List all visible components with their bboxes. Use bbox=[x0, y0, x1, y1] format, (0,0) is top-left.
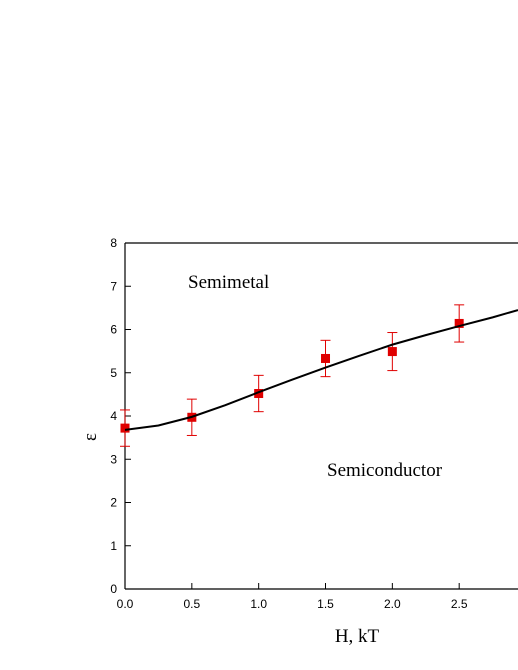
x-tick-label: 0.5 bbox=[183, 597, 200, 611]
y-tick-label: 0 bbox=[110, 582, 117, 596]
y-tick-label: 8 bbox=[110, 236, 117, 250]
fit-line bbox=[124, 309, 518, 431]
annotation: Semiconductor bbox=[327, 460, 443, 481]
x-tick-label: 2.0 bbox=[384, 597, 401, 611]
y-tick-label: 2 bbox=[110, 496, 117, 510]
x-tick-label: 1.5 bbox=[317, 597, 334, 611]
x-tick-label: 2.5 bbox=[451, 597, 468, 611]
y-tick-label: 6 bbox=[110, 323, 117, 337]
point bbox=[387, 347, 397, 357]
x-axis-label: H, kT bbox=[335, 626, 380, 647]
point bbox=[120, 423, 130, 433]
point bbox=[321, 353, 331, 363]
point bbox=[454, 318, 464, 328]
x-tick-label: 1.0 bbox=[250, 597, 267, 611]
y-tick-label: 5 bbox=[110, 366, 117, 380]
y-tick-label: 3 bbox=[110, 452, 117, 466]
y-tick-label: 4 bbox=[110, 409, 117, 423]
y-tick-label: 7 bbox=[110, 279, 117, 293]
y-tick-label: 1 bbox=[110, 539, 117, 553]
point bbox=[254, 389, 264, 399]
y-axis-label: ε bbox=[80, 433, 101, 441]
annotation: Semimetal bbox=[188, 272, 269, 293]
x-tick-label: 0.0 bbox=[117, 597, 134, 611]
